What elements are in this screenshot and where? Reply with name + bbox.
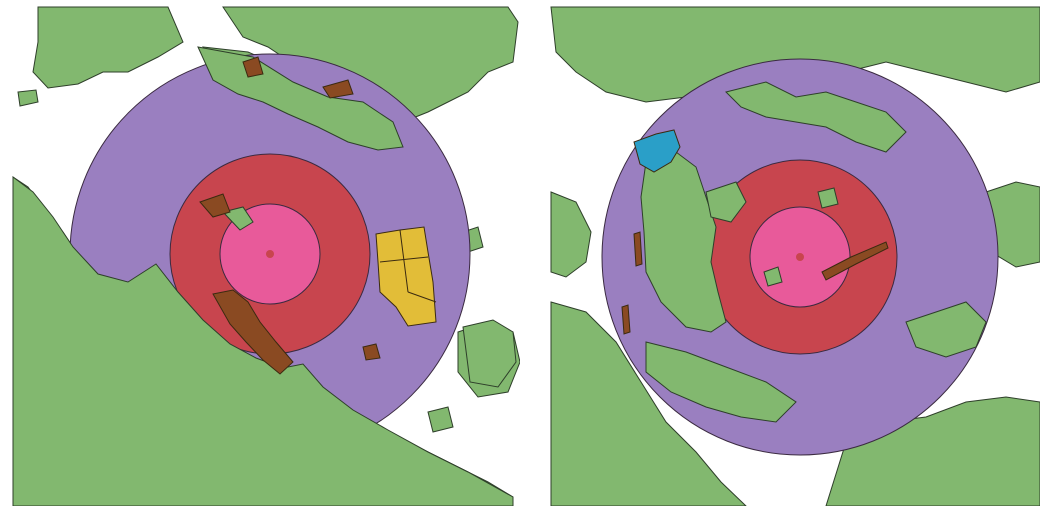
land-overlay-north-islands: [725, 81, 907, 153]
blue-parcel: [633, 129, 681, 173]
land-overlay-center-island: [222, 206, 254, 231]
right-land-layer: [550, 6, 1040, 506]
center-point: [266, 250, 274, 258]
brown-parcel: [212, 289, 294, 375]
land-overlay-ne-islet: [817, 187, 839, 209]
brown-parcel: [633, 231, 643, 267]
land-overlay-south-islands: [645, 341, 797, 423]
brown-parcel: [242, 56, 264, 78]
land-overlay-west-peninsula: [640, 151, 727, 333]
brown-parcel: [199, 193, 231, 218]
center-point: [796, 253, 804, 261]
left-parcels: [199, 56, 437, 375]
right-land-overlay: [640, 81, 987, 423]
brown-parcel: [821, 241, 889, 281]
land-overlay-mid: [705, 181, 747, 223]
land-overlay-east: [462, 319, 517, 388]
brown-parcel: [621, 304, 631, 335]
land-islet-2: [17, 89, 39, 107]
brown-parcel: [362, 343, 381, 361]
land-overlay-center-islet: [763, 266, 783, 287]
right-map-canvas: [550, 6, 1040, 506]
yellow-parcel-division: [379, 229, 437, 303]
left-map-canvas: [12, 6, 520, 506]
left-map-panel: [8, 2, 520, 506]
land-overlay-east-islands: [905, 301, 987, 358]
right-parcels: [621, 129, 889, 335]
land-west: [550, 191, 592, 278]
land-south-west: [550, 301, 747, 506]
right-map-panel: [546, 2, 1040, 506]
land-north-west: [32, 6, 184, 89]
land-islet-3: [427, 406, 454, 433]
right-buffer-rings: [601, 58, 999, 456]
brown-parcel: [322, 79, 354, 99]
